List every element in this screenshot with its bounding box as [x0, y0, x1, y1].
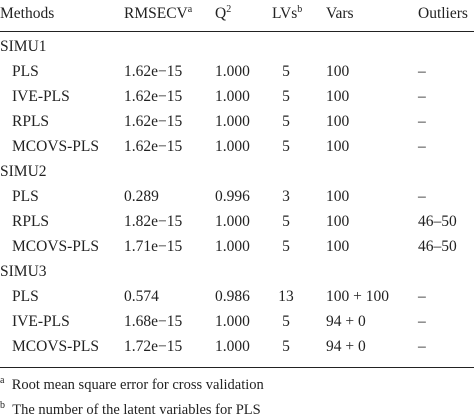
column-header-note: 2: [226, 4, 232, 15]
column-header-note: b: [297, 4, 303, 15]
column-header-label: RMSECV: [124, 5, 188, 22]
cell: 0.289: [124, 188, 159, 205]
cell: 100: [326, 63, 350, 80]
cell: 100 + 100: [326, 288, 389, 305]
cell: 13: [278, 288, 294, 305]
cell: 5: [282, 88, 290, 105]
cell: 1.000: [215, 138, 250, 155]
cell: MCOVS-PLS: [12, 238, 99, 255]
cell: 100: [326, 188, 350, 205]
cell: 46–50: [418, 213, 457, 230]
cell: 1.72e−15: [124, 338, 183, 355]
cell: 0.996: [215, 188, 250, 205]
cell: –: [418, 113, 426, 130]
header-rule: [0, 31, 474, 32]
group-label: SIMU1: [0, 38, 47, 55]
footnote: b The number of the latent variables for…: [0, 401, 261, 419]
cell: 5: [282, 213, 290, 230]
cell: –: [418, 313, 426, 330]
footnote-text: Root mean square error for cross validat…: [11, 377, 264, 393]
column-header: LVsb: [272, 5, 302, 23]
cell: 1.68e−15: [124, 313, 183, 330]
cell: 100: [326, 88, 350, 105]
cell: 1.000: [215, 313, 250, 330]
cell: 46–50: [418, 238, 457, 255]
cell: –: [418, 63, 426, 80]
column-header-label: Outliers: [418, 5, 468, 22]
cell: 1.000: [215, 63, 250, 80]
cell: 1.000: [215, 113, 250, 130]
column-header: Vars: [326, 5, 354, 23]
cell: 0.574: [124, 288, 159, 305]
cell: 5: [282, 63, 290, 80]
cell: MCOVS-PLS: [12, 138, 99, 155]
cell: RPLS: [12, 113, 50, 130]
cell: 1.62e−15: [124, 63, 183, 80]
cell: 94 + 0: [326, 338, 366, 355]
cell: RPLS: [12, 213, 50, 230]
cell: 100: [326, 238, 350, 255]
cell: 1.82e−15: [124, 213, 183, 230]
cell: 1.62e−15: [124, 138, 183, 155]
group-label: SIMU2: [0, 163, 47, 180]
cell: 1.000: [215, 238, 250, 255]
cell: 0.986: [215, 288, 250, 305]
cell: PLS: [12, 288, 39, 305]
cell: 5: [282, 238, 290, 255]
column-header: Outliers: [418, 5, 468, 23]
column-header-note: a: [187, 4, 193, 15]
column-header-label: Vars: [326, 5, 354, 22]
cell: 100: [326, 138, 350, 155]
cell: 1.000: [215, 338, 250, 355]
cell: 100: [326, 113, 350, 130]
column-header-label: Q: [215, 5, 227, 22]
cell: 1.62e−15: [124, 88, 183, 105]
footnote-mark: b: [0, 400, 5, 411]
bottom-rule: [0, 367, 474, 368]
cell: IVE-PLS: [12, 313, 70, 330]
column-header-label: LVs: [272, 5, 298, 22]
cell: –: [418, 138, 426, 155]
footnote-mark: a: [0, 375, 5, 386]
cell: –: [418, 288, 426, 305]
footnote: a Root mean square error for cross valid…: [0, 376, 264, 394]
column-header-label: Methods: [0, 5, 55, 22]
cell: PLS: [12, 188, 39, 205]
cell: 94 + 0: [326, 313, 366, 330]
cell: 1.000: [215, 213, 250, 230]
column-header: Methods: [0, 5, 54, 23]
cell: 1.000: [215, 88, 250, 105]
cell: 3: [282, 188, 290, 205]
cell: PLS: [12, 63, 39, 80]
footnote-text: The number of the latent variables for P…: [12, 402, 261, 418]
column-header: Q2: [215, 5, 231, 23]
cell: 5: [282, 113, 290, 130]
cell: 1.71e−15: [124, 238, 183, 255]
cell: 5: [282, 138, 290, 155]
cell: 5: [282, 313, 290, 330]
cell: 100: [326, 213, 350, 230]
cell: –: [418, 188, 426, 205]
cell: MCOVS-PLS: [12, 338, 99, 355]
group-label: SIMU3: [0, 263, 47, 280]
column-header: RMSECVa: [124, 5, 192, 23]
cell: –: [418, 338, 426, 355]
cell: 5: [282, 338, 290, 355]
cell: IVE-PLS: [12, 88, 70, 105]
cell: 1.62e−15: [124, 113, 183, 130]
cell: –: [418, 88, 426, 105]
